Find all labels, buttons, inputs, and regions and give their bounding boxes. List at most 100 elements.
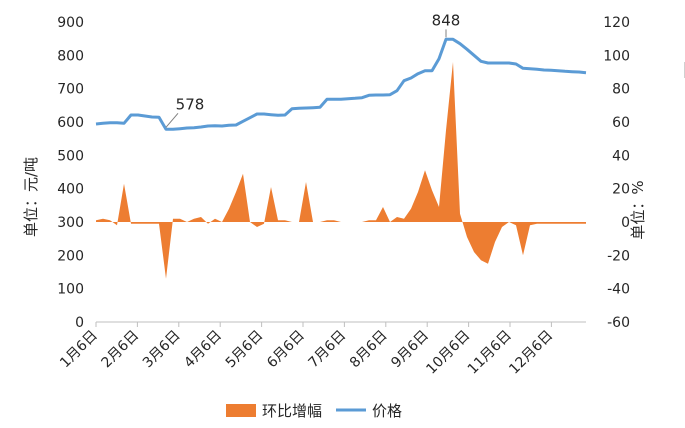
change-point (292, 222, 293, 223)
change-point (138, 223, 139, 224)
x-tick-label: 10月6日 (423, 328, 473, 378)
change-point (320, 222, 321, 223)
price-point (96, 124, 97, 125)
price-point (460, 43, 461, 44)
change-point (453, 62, 454, 63)
price-point (439, 58, 440, 59)
change-point (481, 260, 482, 261)
x-tick-label: 11月6日 (465, 328, 515, 378)
change-point (215, 218, 216, 219)
price-point (222, 126, 223, 127)
right-tick-label: 0 (621, 215, 630, 231)
change-point (565, 223, 566, 224)
price-point (495, 63, 496, 64)
change-point (544, 223, 545, 224)
left-tick-label: 200 (57, 248, 84, 264)
legend-swatch-change (226, 404, 256, 417)
left-tick-label: 600 (57, 115, 84, 131)
change-point (383, 207, 384, 208)
change-point (124, 183, 125, 184)
change-point (131, 223, 132, 224)
change-point (537, 223, 538, 224)
change-point (145, 223, 146, 224)
price-point (341, 99, 342, 100)
change-point (439, 207, 440, 208)
x-tick-label: 1月6日 (57, 328, 101, 372)
price-point (138, 115, 139, 116)
right-tick-label: -60 (607, 315, 630, 331)
change-point (355, 222, 356, 223)
price-point (579, 72, 580, 73)
left-tick-label: 700 (57, 82, 84, 98)
price-point (516, 64, 517, 65)
change-point (313, 222, 314, 223)
change-point (341, 222, 342, 223)
change-point (411, 208, 412, 209)
change-point (446, 130, 447, 131)
price-point (159, 117, 160, 118)
price-point (103, 123, 104, 124)
price-point (145, 116, 146, 117)
price-point (313, 107, 314, 108)
x-tick-label: 5月6日 (223, 328, 267, 372)
change-point (96, 220, 97, 221)
price-point (425, 70, 426, 71)
change-point (530, 225, 531, 226)
price-point (257, 114, 258, 115)
change-point (558, 223, 559, 224)
annotation-label: 848 (432, 11, 461, 29)
change-point (397, 217, 398, 218)
price-point (404, 80, 405, 81)
change-point (502, 227, 503, 228)
change-point (208, 223, 209, 224)
left-axis-title: 单位：元/吨 (22, 157, 40, 237)
price-point (278, 115, 279, 116)
x-tick-label: 8月6日 (347, 328, 391, 372)
change-point (194, 218, 195, 219)
price-point (355, 98, 356, 99)
price-point (131, 115, 132, 116)
x-tick-label: 12月6日 (506, 328, 556, 378)
left-tick-label: 400 (57, 182, 84, 198)
change-point (418, 192, 419, 193)
price-point (320, 107, 321, 108)
price-point (250, 117, 251, 118)
change-point (257, 227, 258, 228)
price-point (397, 90, 398, 91)
price-point (537, 69, 538, 70)
right-tick-label: -40 (607, 282, 630, 298)
price-point (306, 108, 307, 109)
price-point (243, 121, 244, 122)
change-point (390, 222, 391, 223)
change-point (180, 218, 181, 219)
price-point (117, 122, 118, 123)
right-tick-label: 120 (603, 15, 630, 31)
price-point (509, 63, 510, 64)
change-point (523, 255, 524, 256)
change-point (187, 222, 188, 223)
change-point (264, 223, 265, 224)
price-point (271, 114, 272, 115)
change-area (96, 62, 586, 279)
left-tick-label: 800 (57, 48, 84, 64)
right-tick-label: 40 (612, 148, 630, 164)
price-point (152, 117, 153, 118)
change-point (278, 220, 279, 221)
price-point (180, 128, 181, 129)
right-tick-label: 60 (612, 115, 630, 131)
right-tick-label: 20 (612, 182, 630, 198)
price-point (565, 71, 566, 72)
change-point (110, 220, 111, 221)
change-point (152, 223, 153, 224)
right-axis-title: 单位：% (629, 180, 647, 239)
annotation-leader (165, 113, 179, 128)
price-line (95, 37, 587, 131)
change-point (425, 170, 426, 171)
change-point (166, 278, 167, 279)
right-tick-label: 100 (603, 48, 630, 64)
left-tick-label: 500 (57, 148, 84, 164)
price-point (502, 63, 503, 64)
price-point (586, 72, 587, 73)
change-point (460, 213, 461, 214)
x-tick-label: 7月6日 (306, 328, 350, 372)
